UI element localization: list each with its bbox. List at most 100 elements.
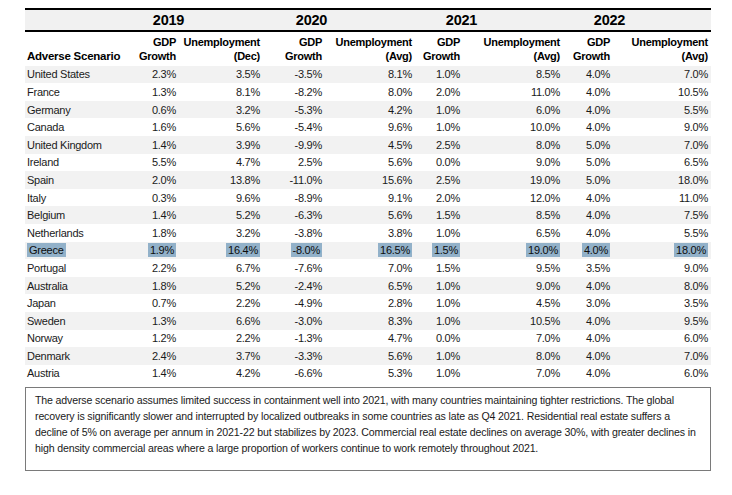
value-cell: 19.0% bbox=[463, 242, 563, 260]
value-text: 0.0% bbox=[436, 332, 460, 344]
country-label: Germany bbox=[27, 104, 71, 116]
value-text: 8.1% bbox=[236, 86, 260, 98]
country-cell: Netherlands bbox=[25, 224, 129, 242]
value-text: 1.5% bbox=[436, 262, 460, 274]
value-text: 9.6% bbox=[236, 192, 260, 204]
value-text: 3.2% bbox=[236, 227, 260, 239]
value-text: 8.5% bbox=[536, 68, 560, 80]
country-cell: United States bbox=[25, 66, 129, 84]
value-text: 18.0% bbox=[678, 174, 708, 186]
value-cell: 5.6% bbox=[179, 118, 263, 136]
value-cell: -8.2% bbox=[263, 83, 325, 101]
value-cell: 7.0% bbox=[613, 347, 711, 365]
table-row-canada: Canada1.6%5.6%-5.4%9.6%1.0%10.0%4.0%9.0% bbox=[25, 118, 711, 136]
value-text: 5.5% bbox=[684, 227, 708, 239]
value-text: 7.0% bbox=[536, 367, 560, 379]
value-cell: 2.2% bbox=[129, 259, 179, 277]
value-text: 2.0% bbox=[436, 192, 460, 204]
country-cell: Portugal bbox=[25, 259, 129, 277]
table-row-united-kingdom: United Kingdom1.4%3.9%-9.9%4.5%2.5%8.0%5… bbox=[25, 136, 711, 154]
table-row-germany: Germany0.6%3.2%-5.3%4.2%1.0%6.0%4.0%5.5% bbox=[25, 101, 711, 119]
country-label: Ireland bbox=[27, 156, 59, 168]
value-cell: 2.4% bbox=[129, 347, 179, 365]
value-text: 1.0% bbox=[436, 280, 460, 292]
value-cell: 7.5% bbox=[613, 206, 711, 224]
value-cell: 5.5% bbox=[613, 224, 711, 242]
value-text: -6.3% bbox=[295, 209, 323, 221]
value-text: 3.9% bbox=[236, 139, 260, 151]
value-text: 3.2% bbox=[236, 104, 260, 116]
value-cell: 0.0% bbox=[415, 154, 463, 172]
value-text: 2.2% bbox=[152, 262, 176, 274]
value-text: 5.6% bbox=[388, 209, 412, 221]
value-text: 0.6% bbox=[152, 104, 176, 116]
value-cell: 1.8% bbox=[129, 224, 179, 242]
value-text: 6.5% bbox=[536, 227, 560, 239]
value-cell: 7.0% bbox=[325, 259, 415, 277]
value-cell: -7.6% bbox=[263, 259, 325, 277]
value-cell: 6.5% bbox=[613, 154, 711, 172]
value-text: 7.0% bbox=[684, 350, 708, 362]
value-text: 3.5% bbox=[236, 68, 260, 80]
table-row-italy: Italy0.3%9.6%-8.9%9.1%2.0%12.0%4.0%11.0% bbox=[25, 189, 711, 207]
value-cell: 6.5% bbox=[463, 224, 563, 242]
value-text: 4.0% bbox=[586, 104, 610, 116]
value-text: 3.5% bbox=[586, 262, 610, 274]
value-text: 6.0% bbox=[536, 104, 560, 116]
value-cell: 5.2% bbox=[179, 206, 263, 224]
country-label: Italy bbox=[27, 192, 46, 204]
value-text: -3.8% bbox=[295, 227, 323, 239]
country-label: Sweden bbox=[27, 315, 65, 327]
value-cell: 1.0% bbox=[415, 347, 463, 365]
value-text: 1.8% bbox=[152, 227, 176, 239]
value-text: 8.0% bbox=[536, 350, 560, 362]
value-text: 1.0% bbox=[436, 68, 460, 80]
value-cell: 9.1% bbox=[325, 189, 415, 207]
year-header-corner bbox=[25, 9, 129, 31]
country-label: Portugal bbox=[27, 262, 66, 274]
value-text: 5.6% bbox=[388, 156, 412, 168]
value-cell: 1.4% bbox=[129, 206, 179, 224]
value-text: 4.0% bbox=[586, 280, 610, 292]
value-cell: 1.5% bbox=[415, 242, 463, 260]
value-cell: 0.7% bbox=[129, 294, 179, 312]
value-text: 5.0% bbox=[586, 139, 610, 151]
value-text: 8.5% bbox=[536, 209, 560, 221]
value-cell: 1.0% bbox=[415, 224, 463, 242]
value-cell: 9.0% bbox=[463, 277, 563, 295]
value-text: -3.5% bbox=[295, 68, 323, 80]
country-label: Japan bbox=[27, 297, 56, 309]
value-cell: 2.8% bbox=[325, 294, 415, 312]
value-cell: 6.5% bbox=[325, 277, 415, 295]
value-cell: 7.0% bbox=[463, 330, 563, 348]
country-cell: Denmark bbox=[25, 347, 129, 365]
value-cell: 4.7% bbox=[325, 330, 415, 348]
value-text: 2.5% bbox=[298, 156, 322, 168]
value-text: 4.0% bbox=[586, 192, 610, 204]
value-text: 19.0% bbox=[530, 174, 560, 186]
country-cell: Sweden bbox=[25, 312, 129, 330]
value-text: 1.0% bbox=[436, 121, 460, 133]
value-text: -9.9% bbox=[295, 139, 323, 151]
value-text: 11.0% bbox=[531, 86, 560, 98]
value-cell: 4.0% bbox=[563, 189, 613, 207]
value-cell: 1.8% bbox=[129, 277, 179, 295]
value-text: 6.5% bbox=[388, 280, 412, 292]
value-cell: 18.0% bbox=[613, 242, 711, 260]
value-text: -8.0% bbox=[291, 243, 323, 257]
value-cell: 0.6% bbox=[129, 101, 179, 119]
value-text: -4.9% bbox=[295, 297, 323, 309]
value-cell: 10.5% bbox=[613, 83, 711, 101]
value-text: 5.6% bbox=[388, 350, 412, 362]
value-cell: 9.0% bbox=[463, 154, 563, 172]
value-cell: 6.0% bbox=[613, 365, 711, 383]
value-text: 2.5% bbox=[436, 139, 460, 151]
value-text: 10.5% bbox=[530, 315, 560, 327]
value-text: 11.0% bbox=[679, 192, 708, 204]
value-text: 6.6% bbox=[236, 315, 260, 327]
value-text: 9.5% bbox=[684, 315, 708, 327]
value-cell: 5.0% bbox=[563, 171, 613, 189]
value-cell: 3.5% bbox=[563, 259, 613, 277]
value-cell: -5.3% bbox=[263, 101, 325, 119]
table-row-australia: Australia1.8%5.2%-2.4%6.5%1.0%9.0%4.0%8.… bbox=[25, 277, 711, 295]
